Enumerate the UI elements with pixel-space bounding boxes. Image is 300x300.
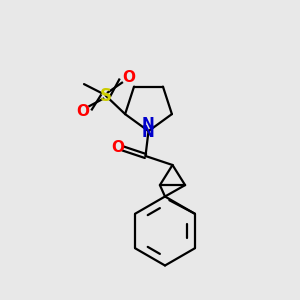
- Text: O: O: [111, 140, 124, 154]
- Text: S: S: [100, 86, 112, 104]
- Text: N: N: [142, 117, 155, 132]
- Text: N: N: [142, 125, 155, 140]
- Text: O: O: [76, 104, 89, 119]
- Text: O: O: [122, 70, 135, 85]
